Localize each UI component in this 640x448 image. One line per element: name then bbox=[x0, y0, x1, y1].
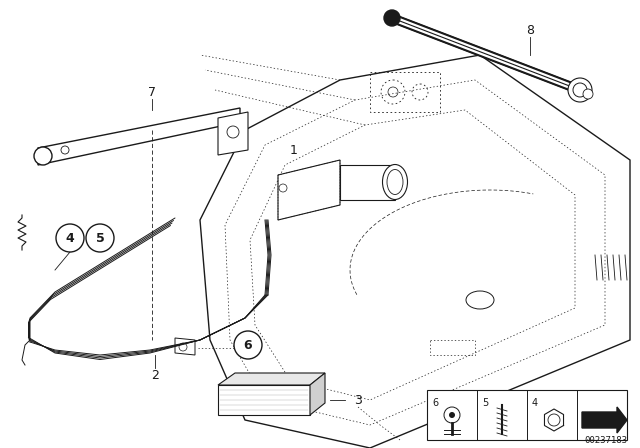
Circle shape bbox=[384, 10, 400, 26]
Text: 7: 7 bbox=[148, 86, 156, 99]
Text: 5: 5 bbox=[482, 398, 488, 408]
Circle shape bbox=[583, 89, 593, 99]
Circle shape bbox=[86, 224, 114, 252]
Text: 1: 1 bbox=[290, 143, 298, 156]
Text: 3: 3 bbox=[354, 393, 362, 406]
Text: 4: 4 bbox=[532, 398, 538, 408]
Polygon shape bbox=[38, 108, 240, 165]
Polygon shape bbox=[218, 385, 310, 415]
Polygon shape bbox=[278, 160, 340, 220]
Text: 6: 6 bbox=[244, 339, 252, 352]
Text: 2: 2 bbox=[151, 369, 159, 382]
Text: 4: 4 bbox=[66, 232, 74, 245]
Text: 6: 6 bbox=[432, 398, 438, 408]
Polygon shape bbox=[175, 338, 195, 355]
Circle shape bbox=[34, 147, 52, 165]
Circle shape bbox=[568, 78, 592, 102]
Circle shape bbox=[234, 331, 262, 359]
Circle shape bbox=[56, 224, 84, 252]
Ellipse shape bbox=[383, 164, 408, 199]
Polygon shape bbox=[582, 407, 627, 433]
Polygon shape bbox=[310, 373, 325, 415]
Polygon shape bbox=[218, 112, 248, 155]
Bar bbox=[427, 390, 627, 440]
Text: 5: 5 bbox=[95, 232, 104, 245]
Text: 8: 8 bbox=[526, 23, 534, 36]
Polygon shape bbox=[340, 165, 395, 200]
Text: 00237183: 00237183 bbox=[584, 436, 627, 445]
Polygon shape bbox=[218, 373, 325, 385]
Circle shape bbox=[449, 412, 455, 418]
